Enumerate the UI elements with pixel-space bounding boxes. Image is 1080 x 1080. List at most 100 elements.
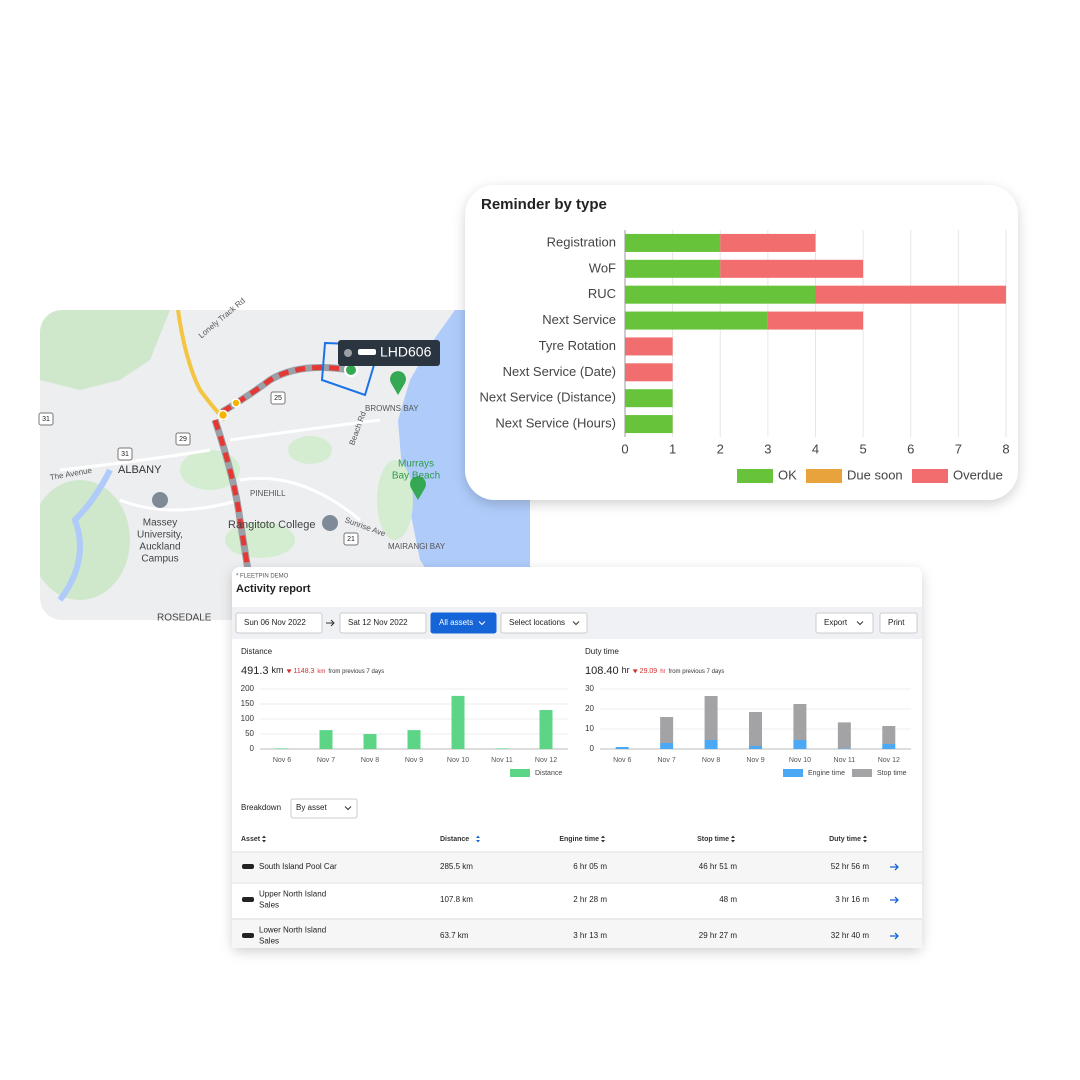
- asset-name: Lower North Island: [259, 926, 326, 935]
- down-triangle: [632, 669, 638, 674]
- vehicle-icon: [242, 897, 254, 902]
- stat-unit: hr: [622, 665, 630, 675]
- button[interactable]: [235, 612, 323, 634]
- x-tick-label: 8: [1002, 441, 1009, 456]
- stat-change_unit: hr: [660, 669, 665, 675]
- table-cell: 32 hr 40 m: [831, 931, 870, 940]
- x-tick-label: Nov 11: [491, 757, 513, 764]
- table-cell: 29 hr 27 m: [699, 931, 738, 940]
- x-tick-label: 7: [955, 441, 962, 456]
- route-number: 31: [42, 416, 50, 423]
- select-label: By asset: [296, 803, 327, 812]
- column-header[interactable]: Asset: [241, 836, 261, 843]
- x-tick-label: Nov 9: [746, 757, 764, 764]
- x-tick-label: 3: [764, 441, 771, 456]
- route-number: 25: [274, 395, 282, 402]
- legend-label: Due soon: [847, 467, 903, 482]
- y-tick-label: 20: [585, 704, 594, 713]
- sort-icon: [731, 835, 735, 843]
- route-shield: [270, 391, 286, 405]
- y-tick-label: 50: [245, 729, 254, 738]
- button-label: Export: [824, 618, 848, 627]
- bar: [625, 337, 673, 356]
- legend-swatch: [737, 469, 773, 483]
- column-header[interactable]: Stop time: [697, 836, 729, 843]
- stat-title: Duty time: [585, 647, 619, 656]
- button[interactable]: [815, 612, 874, 634]
- bar: [660, 743, 674, 749]
- category-label: Next Service (Date): [503, 364, 616, 379]
- bar: [363, 734, 377, 749]
- x-tick-label: Nov 11: [834, 757, 856, 764]
- bar: [793, 740, 807, 749]
- map-label: MAIRANGI BAY: [388, 542, 446, 551]
- bar: [815, 285, 1006, 304]
- y-tick-label: 0: [250, 744, 255, 753]
- stat-value: 108.40: [585, 665, 619, 677]
- category-label: Next Service: [542, 312, 616, 327]
- legend-swatch: [510, 769, 530, 777]
- legend-label: Overdue: [953, 467, 1003, 482]
- table-cell: 6 hr 05 m: [573, 862, 607, 871]
- x-tick-label: Nov 8: [361, 757, 379, 764]
- map-label: Bay Beach: [392, 471, 440, 482]
- route-number: 21: [347, 536, 355, 543]
- map-label: Auckland: [139, 542, 180, 553]
- bar: [660, 717, 674, 743]
- button[interactable]: [879, 612, 918, 634]
- bar: [767, 311, 864, 330]
- y-tick-label: 30: [585, 684, 594, 693]
- reminder-card: Reminder by type 0 1 2 3 4 5 6 7 8 Registration WoF…: [465, 185, 1018, 500]
- legend-label: OK: [778, 467, 797, 482]
- row-link-icon[interactable]: [890, 932, 899, 940]
- bar: [625, 389, 673, 408]
- table-cell: 285.5 km: [440, 862, 473, 871]
- dropdown-icon: [478, 621, 486, 626]
- route-shield: [343, 532, 359, 546]
- map-label: Rangitoto College: [228, 519, 315, 531]
- x-tick-label: Nov 12: [535, 757, 557, 764]
- table-cell: 63.7 km: [440, 931, 469, 940]
- x-tick-label: Nov 7: [317, 757, 335, 764]
- bar: [704, 696, 718, 740]
- category-label: Next Service (Distance): [479, 390, 616, 405]
- table-cell: 107.8 km: [440, 895, 473, 904]
- column-header[interactable]: Duty time: [829, 836, 861, 843]
- x-tick-label: 4: [812, 441, 819, 456]
- route-number: 31: [121, 451, 129, 458]
- x-tick-label: Nov 6: [273, 757, 291, 764]
- stat-change_unit: km: [317, 669, 325, 675]
- stat-title: Distance: [241, 647, 273, 656]
- bar: [615, 747, 629, 749]
- column-header[interactable]: Distance: [440, 836, 469, 843]
- button[interactable]: [430, 612, 497, 634]
- column-header[interactable]: Engine time: [559, 836, 599, 843]
- category-label: Registration: [547, 234, 616, 249]
- x-tick-label: 0: [621, 441, 628, 456]
- x-tick-label: 1: [669, 441, 676, 456]
- select[interactable]: [290, 798, 358, 819]
- org-label: * FLEETPIN DEMO: [236, 574, 289, 580]
- map-label: Murrays: [398, 459, 434, 470]
- table-cell: 3 hr 16 m: [835, 895, 869, 904]
- map-card: LHD606 BROWNS BAY ALBANY PINEHILL Rangitoto …: [38, 296, 530, 624]
- x-tick-label: 5: [860, 441, 867, 456]
- y-tick-label: 100: [241, 714, 255, 723]
- map-label: BROWNS BAY: [365, 404, 419, 413]
- table-cell: 3 hr 13 m: [573, 931, 607, 940]
- y-tick-label: 150: [241, 699, 255, 708]
- legend-swatch: [783, 769, 803, 777]
- category-label: Next Service (Hours): [495, 416, 616, 431]
- button[interactable]: [339, 612, 427, 634]
- x-tick-label: Nov 9: [405, 757, 423, 764]
- map-label: University,: [137, 530, 183, 541]
- button[interactable]: [500, 612, 588, 634]
- row-link-icon[interactable]: [890, 863, 899, 871]
- bar: [882, 744, 896, 749]
- map-label: ALBANY: [118, 464, 162, 476]
- dropdown-icon: [344, 806, 352, 811]
- stat-note: from previous 7 days: [328, 669, 384, 675]
- row-link-icon[interactable]: [890, 896, 899, 904]
